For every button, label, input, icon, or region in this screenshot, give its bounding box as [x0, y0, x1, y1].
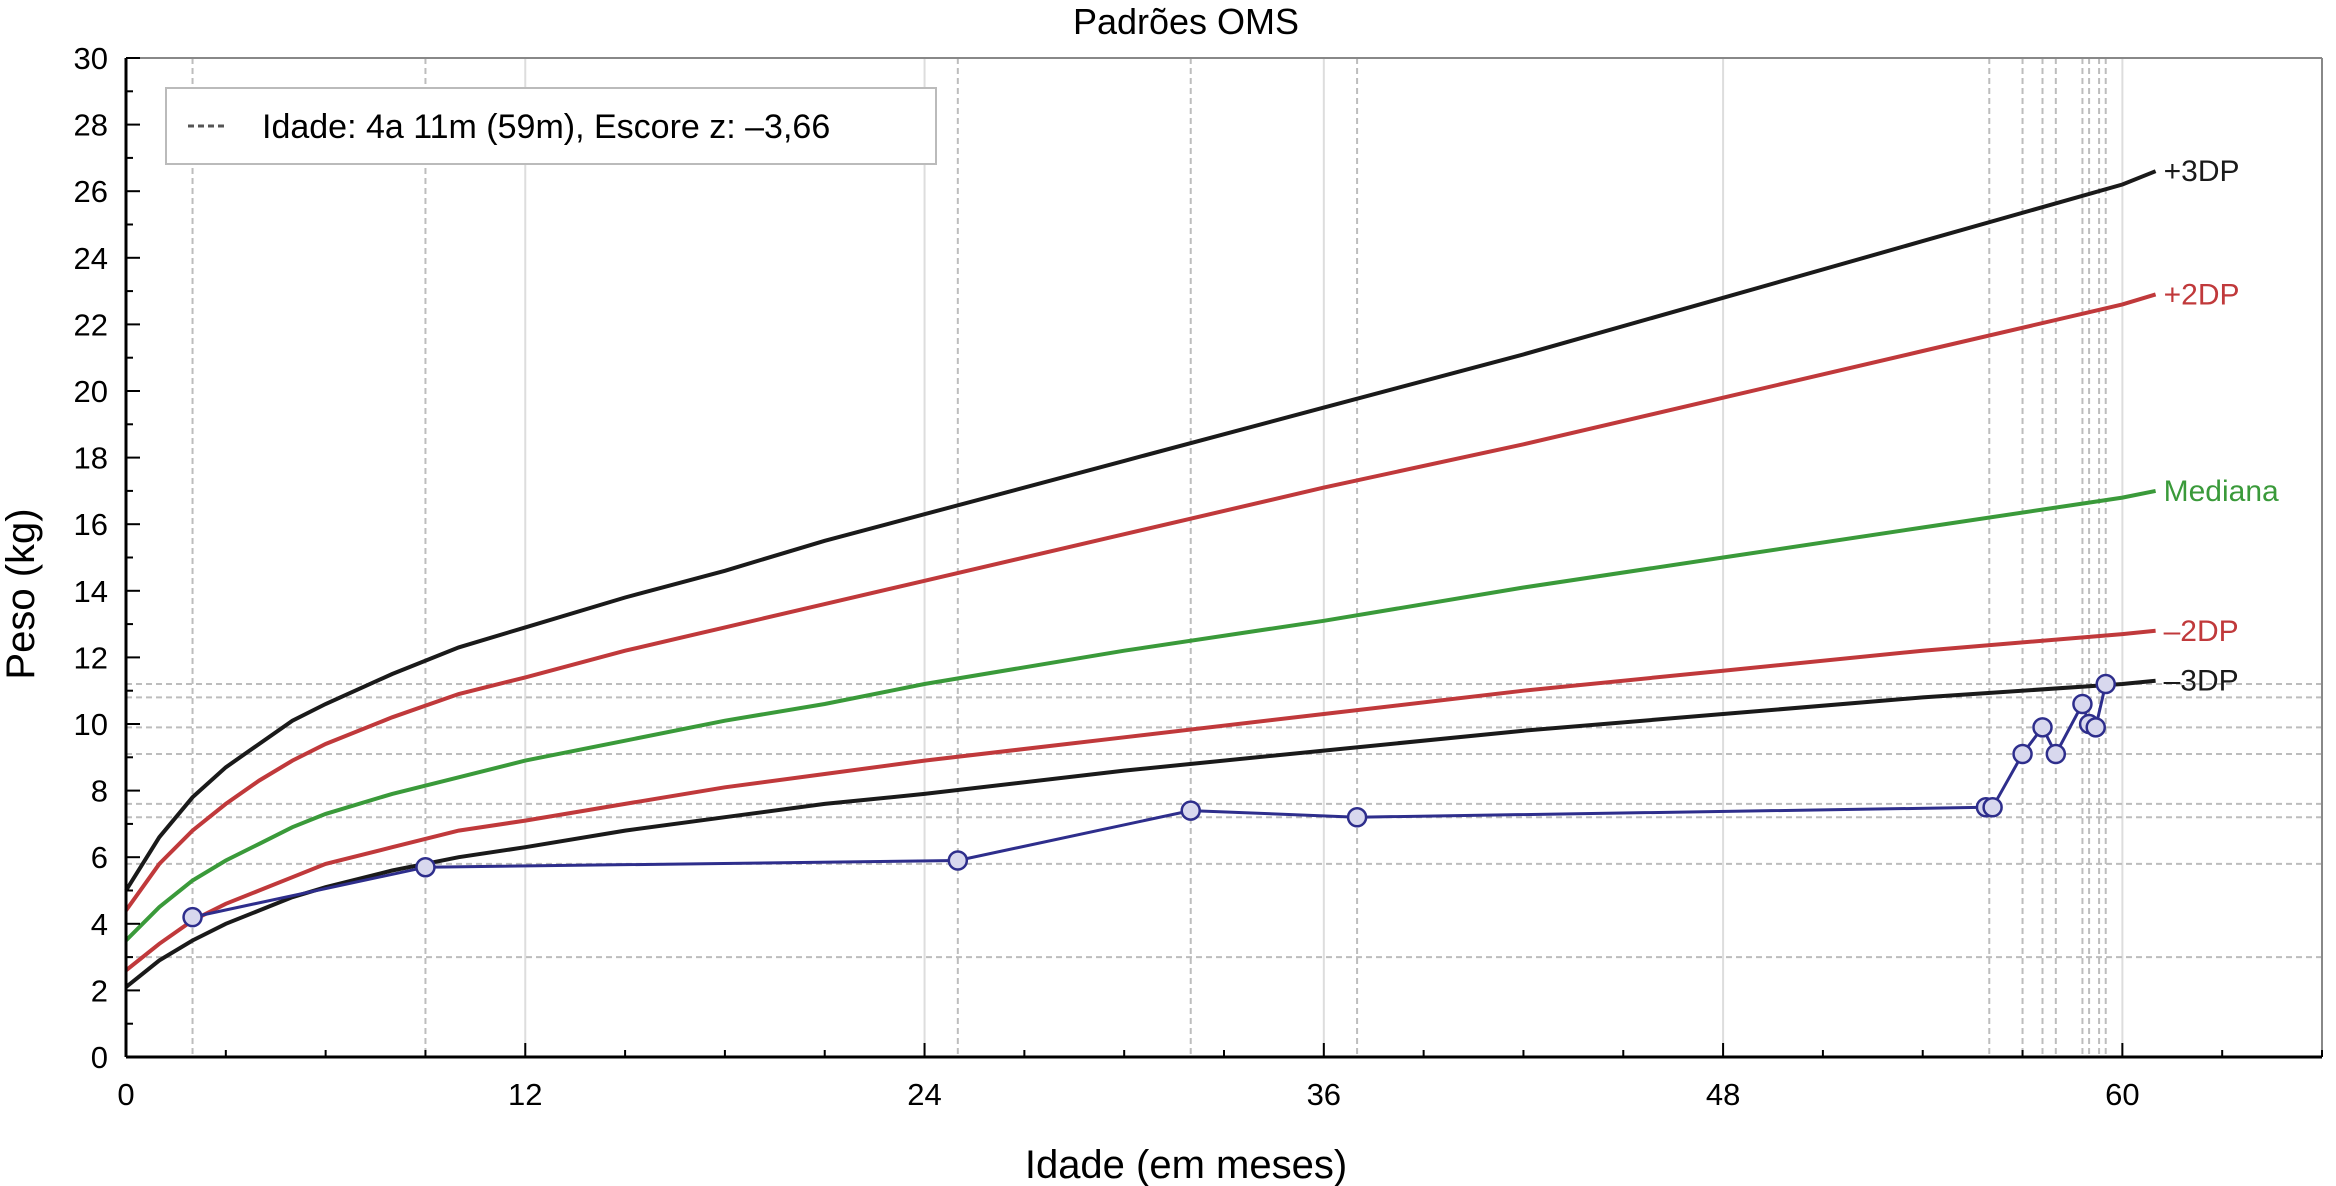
patient-point	[2012, 743, 2033, 765]
x-tick-label: 24	[907, 1077, 941, 1112]
y-tick-label: 18	[74, 441, 108, 476]
x-tick-label: 0	[117, 1077, 134, 1112]
patient-point	[2085, 717, 2106, 738]
y-tick-label: 10	[74, 707, 108, 742]
legend-entry: Idade: 4a 11m (59m), Escore z: –3,66	[262, 108, 830, 146]
patient-point	[2045, 743, 2067, 765]
curve-line	[124, 628, 2156, 972]
patient-point	[1346, 806, 1368, 828]
y-tick-label: 6	[91, 840, 108, 875]
curve-label: +3DP	[2164, 155, 2240, 188]
curve-line	[124, 292, 2157, 912]
curve-line	[124, 678, 2156, 989]
x-tick-label: 60	[2105, 1077, 2139, 1112]
curve-line	[124, 169, 2157, 892]
curve-line	[124, 488, 2156, 942]
y-tick-label: 30	[74, 41, 108, 76]
y-axis-label: Peso (kg)	[0, 508, 43, 679]
y-tick-label: 22	[74, 307, 108, 342]
curve-label: –3DP	[2164, 665, 2239, 698]
y-tick-label: 24	[74, 241, 108, 276]
patient-point	[182, 906, 203, 928]
plot-area	[126, 58, 2322, 1057]
curve-label: –2DP	[2164, 615, 2239, 648]
y-tick-label: 0	[91, 1040, 108, 1075]
x-tick-label: 12	[508, 1077, 542, 1112]
y-tick-label: 26	[74, 174, 108, 209]
patient-point	[2095, 673, 2116, 695]
y-tick-label: 4	[91, 907, 108, 942]
y-tick-label: 20	[74, 374, 108, 409]
y-tick-label: 8	[91, 774, 108, 809]
x-axis-label: Idade (em meses)	[1025, 1143, 1347, 1186]
y-tick-label: 2	[91, 973, 108, 1008]
x-tick-label: 36	[1307, 1077, 1341, 1112]
y-tick-label: 12	[74, 640, 108, 675]
curve-label: +2DP	[2164, 278, 2240, 311]
x-tick-label: 48	[1706, 1077, 1740, 1112]
patient-point	[947, 850, 969, 871]
legend-box	[165, 87, 937, 165]
patient-point	[1982, 797, 2003, 818]
chart-title: Padrões OMS	[1073, 1, 1299, 42]
y-tick-label: 14	[74, 574, 108, 609]
patient-point	[2072, 693, 2093, 715]
curve-label: Mediana	[2164, 475, 2279, 508]
patient-point	[415, 856, 436, 878]
y-tick-label: 16	[74, 507, 108, 542]
patient-point	[2032, 717, 2053, 738]
patient-point	[1180, 800, 1201, 821]
y-tick-label: 28	[74, 108, 108, 143]
